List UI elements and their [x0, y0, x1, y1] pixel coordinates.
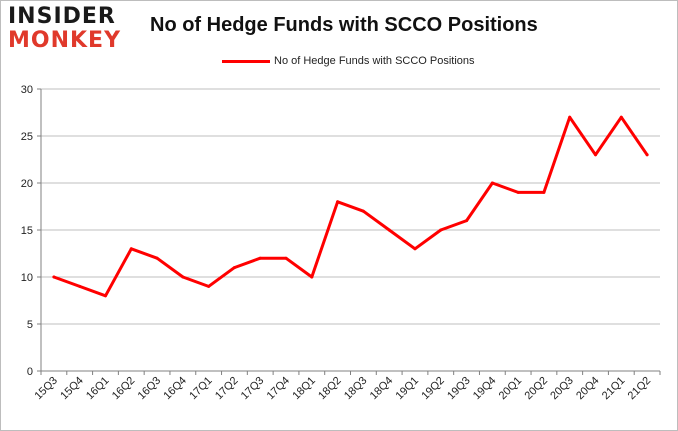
x-tick-label: 20Q3	[548, 375, 576, 403]
data-point	[516, 190, 520, 194]
x-tick-label: 19Q2	[419, 375, 447, 403]
x-tick-label: 18Q3	[342, 375, 370, 403]
y-tick-label: 25	[21, 131, 33, 143]
y-axis-ticks: 0 5 10 15 20 25 30	[21, 84, 41, 378]
data-point	[387, 228, 391, 232]
x-tick-label: 16Q2	[110, 375, 138, 403]
y-tick-label: 5	[27, 319, 33, 331]
x-tick-label: 20Q4	[574, 375, 602, 403]
x-tick-label: 19Q4	[471, 375, 499, 403]
data-point	[129, 247, 133, 251]
data-point	[594, 153, 598, 157]
gridlines	[41, 88, 660, 325]
data-point	[439, 228, 443, 232]
data-point	[465, 219, 469, 223]
data-point	[568, 115, 572, 119]
data-point	[52, 275, 56, 279]
x-tick-label: 21Q1	[600, 375, 628, 403]
x-tick-label: 15Q4	[58, 375, 86, 403]
legend-label: No of Hedge Funds with SCCO Positions	[274, 55, 475, 67]
chart-legend: No of Hedge Funds with SCCO Positions	[222, 55, 475, 67]
x-tick-label: 16Q3	[136, 375, 164, 403]
y-tick-label: 10	[21, 272, 33, 284]
chart-title: No of Hedge Funds with SCCO Positions	[150, 14, 538, 36]
x-tick-label: 17Q4	[265, 375, 293, 403]
data-point	[258, 256, 262, 260]
data-point	[207, 284, 211, 288]
x-tick-label: 18Q4	[368, 375, 396, 403]
x-tick-label: 21Q2	[626, 375, 654, 403]
legend-swatch	[222, 59, 270, 63]
x-tick-label: 16Q4	[161, 375, 189, 403]
data-point	[542, 190, 546, 194]
data-point	[490, 181, 494, 185]
x-tick-label: 15Q3	[32, 375, 60, 403]
data-point	[413, 247, 417, 251]
data-point	[310, 275, 314, 279]
data-point	[284, 256, 288, 260]
y-tick-label: 15	[21, 225, 33, 237]
x-axis-ticks: 15Q315Q416Q116Q216Q316Q417Q117Q217Q317Q4…	[32, 371, 661, 403]
x-tick-label: 20Q2	[523, 375, 551, 403]
series-line-0	[52, 115, 649, 298]
x-tick-label: 17Q2	[213, 375, 241, 403]
data-point	[361, 209, 365, 213]
data-point	[232, 266, 236, 270]
insider-monkey-logo: INSIDER MONKEY	[8, 6, 121, 52]
data-point	[181, 275, 185, 279]
data-point	[78, 284, 82, 288]
x-tick-label: 19Q1	[394, 375, 422, 403]
x-tick-label: 17Q1	[187, 375, 215, 403]
x-tick-label: 17Q3	[239, 375, 267, 403]
y-tick-label: 30	[21, 84, 33, 96]
data-point	[103, 294, 107, 298]
logo-line-2: MONKEY	[8, 28, 122, 53]
data-point	[155, 256, 159, 260]
data-point	[336, 200, 340, 204]
x-tick-label: 20Q1	[497, 375, 525, 403]
logo-line-1: INSIDER	[8, 4, 116, 29]
y-tick-label: 0	[27, 366, 33, 378]
x-tick-label: 18Q2	[316, 375, 344, 403]
x-tick-label: 19Q3	[445, 375, 473, 403]
series-layer	[52, 115, 649, 298]
x-tick-label: 18Q1	[290, 375, 318, 403]
x-tick-label: 16Q1	[84, 375, 112, 403]
data-point	[619, 115, 623, 119]
data-point	[645, 153, 649, 157]
y-tick-label: 20	[21, 178, 33, 190]
